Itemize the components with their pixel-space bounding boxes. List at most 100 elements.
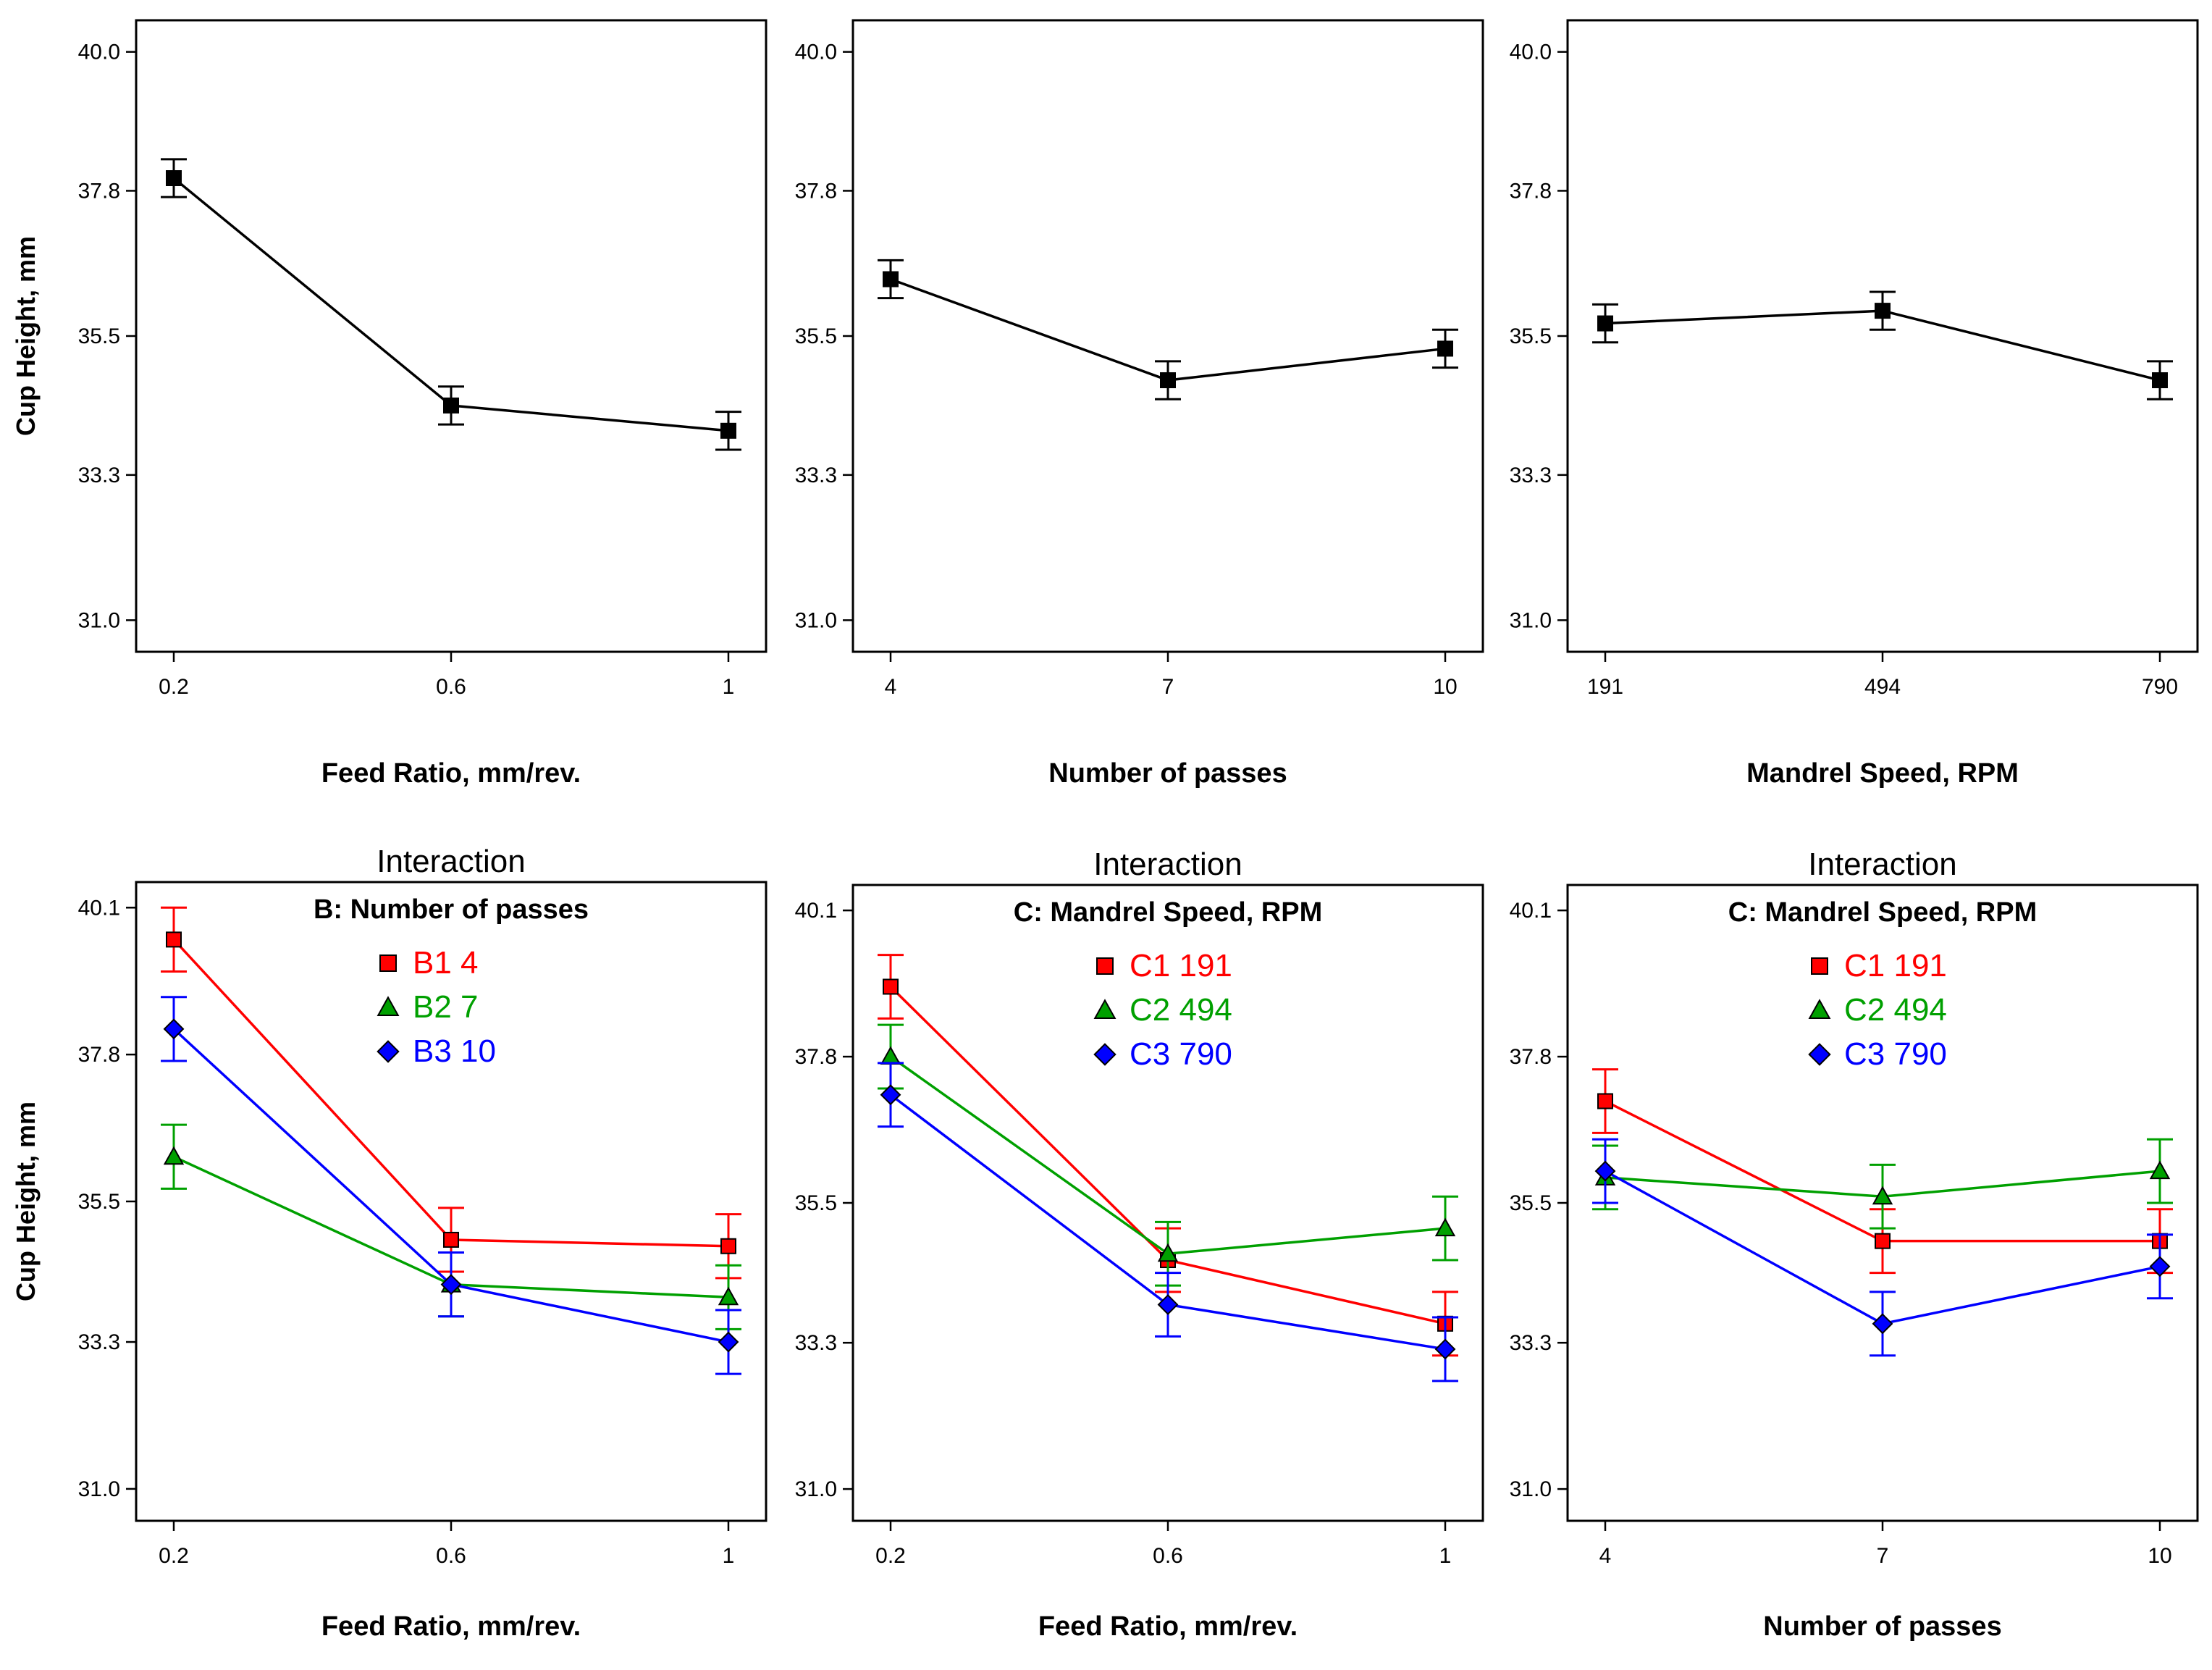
x-tick-label: 10 [1433,675,1457,699]
legend-item-label: C3 790 [1844,1036,1947,1072]
x-tick-label: 0.2 [159,1544,189,1568]
legend-item-label: C2 494 [1130,992,1232,1028]
x-tick-label: 10 [2148,1544,2171,1568]
y-tick-label: 37.8 [1510,1045,1552,1069]
series-c2-494 [1592,1138,2173,1230]
x-tick-label: 4 [1599,1544,1612,1568]
legend: B1 4 B2 7 B3 10 [377,945,496,1069]
x-tick-label: 790 [2142,675,2178,699]
plot-frame [851,19,1484,653]
x-tick-label: 494 [1864,675,1901,699]
data-point-square [443,1231,459,1248]
data-point-triangle [163,1146,185,1165]
data-point-diamond [880,1084,901,1106]
data-point-square [166,170,182,186]
y-tick-label: 33.3 [795,1331,837,1355]
data-point-triangle [377,996,400,1016]
data-point-square [1597,1093,1613,1109]
y-tick-label: 35.5 [78,1190,120,1214]
data-point-square [379,954,397,972]
data-point-diamond [2149,1256,2171,1277]
y-tick-label: 31.0 [1510,608,1552,632]
y-tick-label: 40.0 [1510,41,1552,64]
x-tick-label: 0.6 [436,1544,466,1568]
chart-panel-main-effect-mandrel-speed: 31.0 33.3 35.5 37.8 40.0 191 494 790 Mandrel Spe… [1510,19,2199,789]
data-point-triangle [1157,1243,1179,1262]
y-tick-label: 40.0 [795,41,837,64]
x-tick-label: 7 [1877,1544,1889,1568]
x-tick-label: 1 [1439,1544,1452,1568]
chart-panel-interaction-passes-mandrel-speed: 31.0 33.3 35.5 37.8 40.1 4 7 10 Number of passes… [1510,847,2199,1642]
data-point-square [1096,957,1114,975]
x-tick-label: 4 [885,675,897,699]
y-tick-label: 33.3 [795,463,837,487]
legend-item-label: C1 191 [1844,948,1947,983]
data-point-square [720,422,736,439]
x-tick-label: 7 [1162,675,1174,699]
y-tick-label: 33.3 [78,1330,120,1354]
data-point-diamond [1808,1043,1831,1066]
series-c1-191 [1592,1068,2173,1275]
series-cup-height [161,158,741,451]
legend-item-label: C1 191 [1130,948,1232,983]
legend-item-label: C2 494 [1844,992,1947,1028]
legend-item-label: B2 7 [413,989,479,1025]
x-axis-title: Feed Ratio, mm/rev. [321,758,581,789]
legend-item-label: C3 790 [1130,1036,1232,1072]
series-c2-494 [878,1023,1458,1287]
y-tick-label: 35.5 [1510,1191,1552,1215]
y-tick-label: 40.1 [78,896,120,920]
chart-panel-interaction-feed-ratio-passes: 31.0 33.3 35.5 37.8 40.1 0.2 0.6 1 Feed Ratio, m… [11,844,768,1642]
panel-heading: Interaction [377,844,525,879]
data-point-triangle [1093,999,1116,1019]
data-point-square [720,1238,736,1254]
data-point-diamond [1434,1338,1456,1360]
x-axis-title: Feed Ratio, mm/rev. [321,1611,581,1642]
y-tick-label: 40.1 [795,899,837,923]
data-point-diamond [377,1040,400,1063]
plot-frame [1566,19,2199,653]
data-point-square [1160,372,1176,389]
data-point-diamond [440,1274,462,1296]
data-point-triangle [718,1286,739,1306]
legend-item-label: B1 4 [413,945,479,981]
y-tick-label: 33.3 [1510,463,1552,487]
data-point-diamond [1157,1294,1179,1315]
series-c3-790 [1592,1138,2173,1357]
legend-item-label: B3 10 [413,1033,496,1069]
legend: C1 191 C2 494 C3 790 [1808,948,1947,1072]
y-tick-label: 31.0 [78,1477,120,1501]
data-point-square [1875,1233,1891,1249]
y-tick-label: 35.5 [795,324,837,348]
series-line [172,939,729,1248]
y-tick-label: 37.8 [78,1043,120,1067]
series-cup-height [1592,290,2173,400]
plot-frame [135,19,768,653]
x-tick-label: 1 [723,675,735,699]
y-tick-label: 37.8 [78,179,120,203]
data-point-square [883,271,899,288]
x-axis-title: Mandrel Speed, RPM [1746,758,2019,789]
data-point-square [883,978,899,995]
y-axis-title: Cup Height, mm [11,1102,41,1301]
x-tick-label: 0.6 [436,675,466,699]
data-point-square [1811,957,1828,975]
data-point-diamond [1872,1313,1893,1335]
data-point-triangle [1808,999,1831,1019]
legend: C1 191 C2 494 C3 790 [1093,948,1232,1072]
y-tick-label: 37.8 [795,179,837,203]
data-point-square [2152,372,2168,389]
panel-subtitle: B: Number of passes [314,894,589,925]
data-point-diamond [163,1018,185,1040]
y-tick-label: 35.5 [795,1191,837,1215]
panel-heading: Interaction [1808,847,1956,882]
y-tick-label: 37.8 [795,1045,837,1069]
chart-panel-main-effect-number-of-passes: 31.0 33.3 35.5 37.8 40.0 4 7 10 Number of passes [795,19,1484,789]
y-tick-label: 31.0 [795,608,837,632]
chart-panel-interaction-feed-ratio-mandrel-speed: 31.0 33.3 35.5 37.8 40.1 0.2 0.6 1 Feed Ratio, m… [795,847,1484,1642]
y-tick-label: 31.0 [795,1477,837,1501]
data-point-square [1875,303,1891,319]
data-point-triangle [2149,1160,2171,1180]
y-tick-label: 35.5 [78,324,120,348]
